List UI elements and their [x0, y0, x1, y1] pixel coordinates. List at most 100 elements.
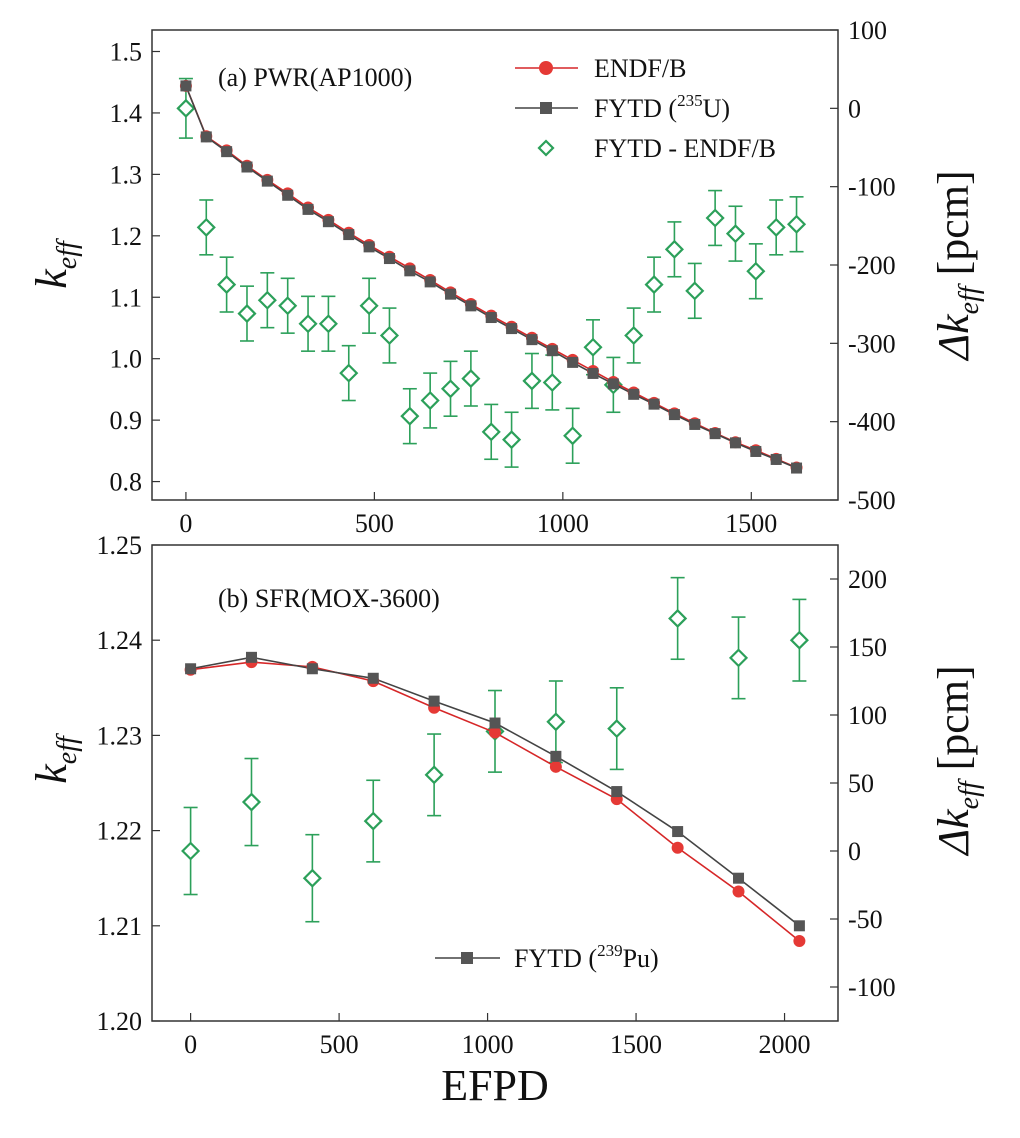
y2-axis-unit-a: [pcm]	[929, 170, 978, 286]
y2-tick-label-b-4: 100	[848, 701, 887, 730]
legend-fytd-pu-label: FYTD (239Pu)	[514, 941, 659, 973]
y-tick-label-b-3: 1.23	[97, 721, 143, 750]
fytd-point-b-3	[367, 672, 379, 684]
fytd-point-a-29	[770, 453, 782, 465]
fytd-point-a-0	[180, 80, 192, 92]
y-axis-subscript-a: eff	[52, 238, 83, 269]
diff-point-a-24	[664, 239, 684, 259]
diff-series-b	[181, 576, 809, 923]
legend-endf-marker	[539, 61, 553, 75]
endf-point-b-5	[489, 726, 501, 739]
diff-point-a-10	[379, 325, 400, 346]
y2-axis-subscript-a: eff	[954, 283, 985, 314]
endf-point-b-8	[671, 841, 684, 854]
y2-tick-label-b-3: 50	[848, 769, 874, 798]
y2-tick-label-b-2: 0	[848, 837, 861, 866]
y-tick-label-a-0: 0.8	[110, 468, 143, 497]
diff-point-a-15	[481, 422, 501, 442]
diff-point-a-7	[318, 314, 338, 334]
y2-tick-label-a-4: -100	[848, 173, 896, 202]
fytd-point-a-3	[241, 161, 253, 173]
legend-fytd-pu-close: Pu)	[623, 944, 659, 973]
diff-point-a-20	[583, 337, 603, 357]
fytd-point-a-14	[465, 300, 477, 312]
fytd-point-b-1	[245, 651, 257, 663]
fytd-point-b-2	[306, 663, 318, 675]
legend-diff-marker	[537, 139, 555, 157]
fytd-point-b-8	[672, 826, 684, 838]
x-tick-label-a-0: 0	[179, 509, 192, 538]
fytd-point-a-18	[546, 345, 558, 357]
legend-diff-label: FYTD - ENDF/B	[594, 134, 776, 163]
diff-point-a-2	[217, 275, 237, 295]
x-tick-label-b-4: 2000	[759, 1030, 811, 1059]
y-tick-label-a-2: 1.0	[110, 345, 143, 374]
fytd-point-b-4	[428, 695, 440, 707]
x-tick-label-b-3: 1500	[610, 1030, 662, 1059]
fytd-point-a-26	[709, 428, 721, 440]
diff-point-a-9	[359, 296, 379, 316]
fytd-point-a-24	[668, 409, 680, 421]
fytd-point-a-22	[628, 388, 640, 400]
y2-axis-delta-a: Δk	[929, 313, 978, 362]
diff-point-a-4	[257, 290, 277, 310]
fytd-point-a-10	[383, 253, 395, 265]
y2-tick-label-b-1: -50	[848, 905, 883, 934]
fytd-point-a-8	[343, 229, 355, 241]
fytd-point-a-17	[526, 334, 538, 346]
diff-point-b-9	[728, 648, 749, 668]
legend-a: ENDF/B FYTD (235U) FYTD - ENDF/B	[515, 54, 776, 163]
endf-point-b-9	[732, 885, 745, 898]
fytd-point-b-0	[185, 663, 197, 675]
diff-point-a-28	[746, 261, 766, 281]
diff-point-b-10	[789, 630, 809, 650]
y2-tick-label-b-6: 200	[848, 565, 887, 594]
diff-point-a-30	[786, 214, 807, 234]
diff-point-a-1	[196, 217, 216, 237]
legend-endf-label: ENDF/B	[594, 54, 686, 83]
legend-fytd-pu-sup: 239	[597, 941, 623, 960]
diff-point-b-3	[363, 811, 383, 831]
y-tick-label-a-1: 0.9	[110, 406, 143, 435]
x-tick-label-b-0: 0	[184, 1030, 197, 1059]
fytd-point-a-30	[791, 462, 803, 474]
diff-point-a-23	[644, 275, 664, 295]
fytd-point-a-20	[587, 367, 599, 379]
legend-fytd-close: U)	[703, 94, 730, 123]
fytd-point-b-10	[793, 920, 805, 932]
fytd-point-a-25	[689, 418, 701, 430]
fytd-point-a-1	[200, 131, 212, 143]
diff-point-a-13	[440, 379, 461, 399]
fytd-point-b-7	[611, 786, 623, 798]
x-tick-label-a-3: 1500	[725, 509, 777, 538]
diff-point-a-26	[705, 208, 725, 228]
y-tick-label-b-1: 1.21	[97, 912, 143, 941]
fytd-point-a-5	[282, 189, 294, 201]
panel-a-title: (a) PWR(AP1000)	[218, 63, 412, 92]
y-tick-label-b-2: 1.22	[97, 817, 143, 846]
diff-point-a-17	[522, 371, 542, 391]
y2-tick-label-a-2: -300	[848, 329, 896, 358]
y-tick-label-a-4: 1.2	[110, 222, 143, 251]
fytd-point-a-16	[506, 323, 518, 335]
y2-axis-title-a: Δkeff [pcm]	[929, 170, 985, 361]
diff-point-a-18	[542, 372, 562, 393]
fytd-point-a-9	[363, 241, 375, 253]
fytd-point-a-4	[261, 175, 273, 187]
y2-tick-label-b-5: 150	[848, 633, 887, 662]
legend-fytd-marker	[540, 102, 552, 114]
y-tick-label-b-4: 1.24	[97, 626, 143, 655]
y2-axis-subscript-b: eff	[954, 778, 985, 809]
diff-point-a-29	[766, 217, 786, 237]
x-tick-label-a-1: 500	[355, 509, 394, 538]
y2-tick-label-a-6: 100	[848, 16, 887, 45]
panel-b: 0 500 1000 1500 20001.201.211.221.231.241.25…	[27, 531, 985, 1110]
fytd-point-a-21	[607, 378, 619, 390]
legend-fytd-pu-open: FYTD (	[514, 944, 597, 973]
endf-point-b-10	[793, 935, 806, 948]
diff-point-b-0	[181, 841, 201, 861]
fytd-point-a-7	[322, 216, 334, 228]
y2-tick-label-a-1: -400	[848, 408, 896, 437]
diff-point-a-0	[176, 98, 196, 118]
